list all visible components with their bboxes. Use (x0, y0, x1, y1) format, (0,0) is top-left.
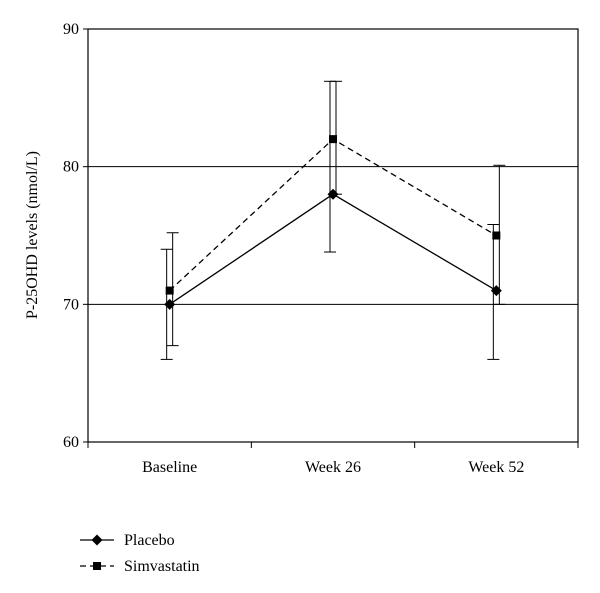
x-axis-ticks: Baseline Week 26 Week 52 (87, 442, 579, 476)
x-tick-label: Week 52 (468, 459, 524, 476)
data-point (164, 298, 176, 310)
data-point (490, 285, 502, 297)
plot-area-frame (87, 28, 579, 443)
series-line (169, 138, 497, 292)
data-point (329, 135, 337, 144)
legend-item: Placebo (80, 532, 175, 549)
series-line (169, 193, 497, 305)
y-axis-label: P-25OHD levels (nmol/L) (24, 151, 41, 319)
y-tick-label: 80 (63, 159, 79, 176)
legend: Placebo Simvastatin (80, 532, 200, 575)
legend-label: Placebo (124, 532, 175, 549)
x-tick-label: Baseline (142, 459, 197, 476)
legend-item: Simvastatin (80, 558, 200, 575)
legend-label: Simvastatin (124, 558, 200, 575)
legend-marker (93, 562, 101, 570)
data-point (165, 286, 174, 295)
y-tick-label: 60 (63, 434, 79, 451)
y-axis-ticks: 60 70 80 90 (63, 21, 88, 451)
legend-marker (91, 534, 103, 546)
data-point (492, 231, 501, 240)
series-simvastatin (165, 80, 506, 347)
series-layer (160, 80, 506, 360)
y-tick-label: 70 (63, 296, 79, 313)
series-placebo (160, 80, 502, 360)
x-tick-label: Week 26 (305, 459, 361, 476)
gridlines (88, 166, 578, 305)
y-tick-label: 90 (63, 21, 79, 38)
